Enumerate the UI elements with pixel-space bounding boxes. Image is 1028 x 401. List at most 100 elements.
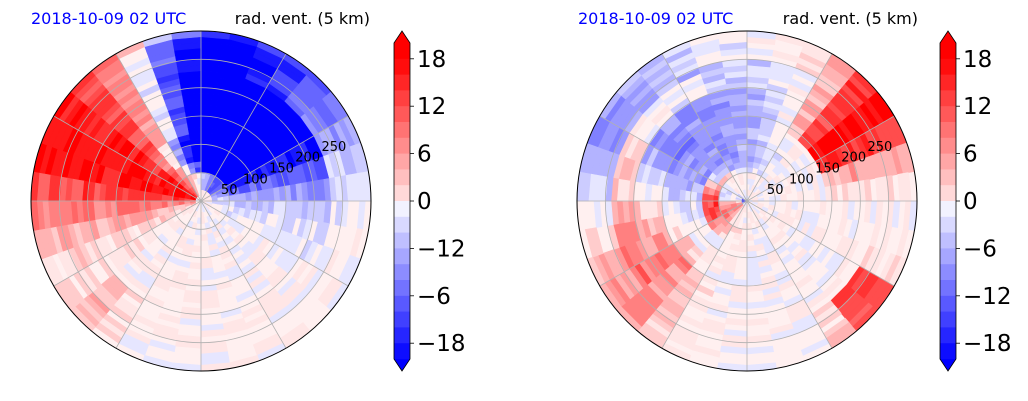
panel-right-colorbar-tick-0: 0 — [963, 189, 978, 215]
colorbar-level — [394, 343, 410, 360]
colorbar-level — [940, 248, 956, 265]
colorbar-extend-low — [940, 359, 956, 371]
colorbar-extend-high — [394, 31, 410, 43]
colorbar-level — [394, 327, 410, 344]
field-cell — [155, 200, 163, 210]
field-cell — [155, 192, 163, 202]
field-cell — [172, 200, 180, 207]
azimuth-line-210 — [661, 200, 748, 349]
colorbar-level — [394, 106, 410, 123]
panel-right-radial-tick-50: 50 — [767, 183, 784, 198]
colorbar-level — [394, 232, 410, 249]
colorbar-level — [940, 137, 956, 154]
field-cell — [584, 228, 599, 258]
colorbar-level — [394, 280, 410, 297]
panel-right-colorbar-tick-12: 12 — [963, 94, 992, 120]
field-cell — [733, 232, 742, 241]
panel-left-colorbar-tick-m18: −18 — [417, 331, 466, 357]
panel-right-colorbar-tick-6: 6 — [963, 142, 978, 168]
colorbar-level — [394, 153, 410, 170]
colorbar-outline — [393, 30, 411, 372]
field-cell — [239, 200, 247, 210]
field-cell — [746, 222, 753, 230]
colorbar-level — [394, 122, 410, 139]
azimuth-line-240 — [599, 200, 748, 287]
panel-right-gridlines — [577, 31, 917, 371]
panel-left-colorbar-labels: 18 12 6 0 −12 −6 −18 — [417, 47, 466, 357]
panel-right-radial-tick-100: 100 — [789, 172, 814, 187]
panel-left-radial-tick-50: 50 — [221, 183, 238, 198]
field-cell — [158, 312, 181, 325]
colorbar-outline — [939, 30, 957, 372]
field-cell — [739, 160, 748, 168]
panel-right-colorbar-tick-m6: −6 — [963, 236, 997, 262]
field-cell — [746, 362, 777, 371]
panel-right-boundary — [576, 30, 918, 372]
field-cell — [200, 217, 206, 225]
field-cell — [196, 177, 202, 185]
azimuth-line-210 — [115, 200, 202, 349]
field-cell — [166, 200, 174, 208]
colorbar-level — [940, 280, 956, 297]
panel-left-field — [31, 31, 371, 371]
panel-right-colorbar-labels: 18 12 6 0 −6 −12 −18 — [963, 47, 1012, 357]
colorbar-level — [394, 264, 410, 281]
field-cell — [706, 200, 714, 209]
field-cell — [741, 222, 748, 230]
panel-right-variable-title: rad. vent. (5 km) — [783, 9, 918, 28]
field-cell — [194, 228, 202, 236]
colorbar-level — [394, 311, 410, 328]
colorbar-level — [940, 185, 956, 202]
panel-right-colorbar — [939, 30, 960, 372]
azimuth-line-30 — [746, 53, 833, 202]
panel-left-radial-tick-250: 250 — [321, 140, 346, 155]
colorbar-level — [394, 295, 410, 312]
field-cell — [196, 217, 202, 225]
colorbar-level — [394, 74, 410, 91]
panel-left-colorbar-tick-6: 6 — [417, 142, 432, 168]
field-cell — [228, 200, 236, 208]
field-cell — [171, 31, 202, 40]
panel-left-variable-title: rad. vent. (5 km) — [235, 9, 370, 28]
colorbar-level — [394, 216, 410, 233]
field-cell — [718, 200, 726, 207]
colorbar-level — [940, 232, 956, 249]
field-cell — [746, 234, 755, 242]
colorbar-level — [394, 248, 410, 265]
colorbar-level — [394, 185, 410, 202]
panel-left-colorbar-tick-18: 18 — [417, 47, 446, 73]
azimuth-line-120 — [746, 200, 895, 287]
field-cell — [695, 200, 703, 211]
colorbar-extend-high — [940, 31, 956, 43]
panel-left-colorbar-tick-m12: −6 — [417, 284, 451, 310]
colorbar-level — [940, 216, 956, 233]
azimuth-line-60 — [746, 115, 895, 202]
field-cell — [191, 245, 202, 253]
field-cell — [737, 245, 748, 253]
azimuth-line-330 — [115, 53, 202, 202]
panel-right-colorbar-tick-m12: −12 — [963, 284, 1012, 310]
panel-right-field — [577, 31, 917, 371]
field-cell — [712, 200, 720, 208]
panel-left-colorbar-tick-12: 12 — [417, 94, 446, 120]
azimuth-line-300 — [599, 115, 748, 202]
panel-left-colorbar-tick-m6: −12 — [417, 236, 466, 262]
panel-right-date-title: 2018-10-09 02 UTC — [578, 9, 733, 28]
field-cell — [740, 166, 748, 174]
field-cell — [733, 187, 741, 195]
azimuth-line-150 — [200, 200, 287, 349]
colorbar-level — [394, 90, 410, 107]
field-cell — [701, 192, 709, 202]
field-cell — [362, 171, 371, 202]
field-cell — [188, 262, 202, 270]
colorbar-level — [940, 327, 956, 344]
panel-right: 2018-10-09 02 UTC rad. vent. (5 km) 50 1… — [576, 9, 1012, 372]
colorbar-level — [940, 343, 956, 360]
colorbar-level — [394, 58, 410, 75]
field-cell — [200, 362, 231, 371]
azimuth-line-330 — [661, 53, 748, 202]
field-cell — [783, 185, 792, 195]
colorbar-level — [940, 295, 956, 312]
panel-right-colorbar-tick-18: 18 — [963, 47, 992, 73]
